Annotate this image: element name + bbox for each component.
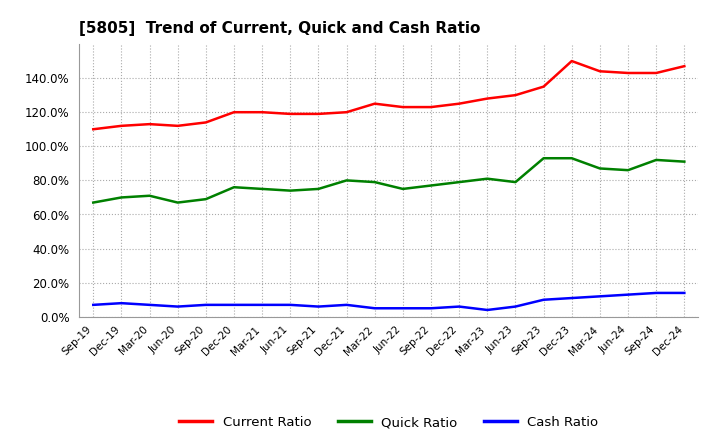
Cash Ratio (539, 297, 548, 302)
Quick Ratio (230, 185, 238, 190)
Quick Ratio (455, 180, 464, 185)
Cash Ratio (117, 301, 126, 306)
Cash Ratio (652, 290, 660, 296)
Cash Ratio (174, 304, 182, 309)
Cash Ratio (258, 302, 266, 308)
Cash Ratio (370, 306, 379, 311)
Current Ratio (680, 63, 688, 69)
Current Ratio (483, 96, 492, 101)
Current Ratio (145, 121, 154, 127)
Text: [5805]  Trend of Current, Quick and Cash Ratio: [5805] Trend of Current, Quick and Cash … (79, 21, 480, 36)
Current Ratio (314, 111, 323, 117)
Current Ratio (399, 104, 408, 110)
Quick Ratio (511, 180, 520, 185)
Quick Ratio (539, 156, 548, 161)
Cash Ratio (89, 302, 98, 308)
Current Ratio (117, 123, 126, 128)
Legend: Current Ratio, Quick Ratio, Cash Ratio: Current Ratio, Quick Ratio, Cash Ratio (174, 411, 604, 435)
Current Ratio (511, 92, 520, 98)
Quick Ratio (483, 176, 492, 181)
Cash Ratio (427, 306, 436, 311)
Cash Ratio (314, 304, 323, 309)
Cash Ratio (145, 302, 154, 308)
Quick Ratio (595, 166, 604, 171)
Quick Ratio (314, 186, 323, 191)
Current Ratio (89, 127, 98, 132)
Current Ratio (342, 110, 351, 115)
Cash Ratio (567, 295, 576, 301)
Current Ratio (258, 110, 266, 115)
Cash Ratio (455, 304, 464, 309)
Cash Ratio (511, 304, 520, 309)
Current Ratio (230, 110, 238, 115)
Quick Ratio (202, 197, 210, 202)
Quick Ratio (427, 183, 436, 188)
Cash Ratio (680, 290, 688, 296)
Current Ratio (174, 123, 182, 128)
Quick Ratio (89, 200, 98, 205)
Current Ratio (370, 101, 379, 106)
Line: Current Ratio: Current Ratio (94, 61, 684, 129)
Quick Ratio (286, 188, 294, 193)
Quick Ratio (370, 180, 379, 185)
Quick Ratio (258, 186, 266, 191)
Quick Ratio (342, 178, 351, 183)
Cash Ratio (202, 302, 210, 308)
Current Ratio (567, 59, 576, 64)
Cash Ratio (483, 307, 492, 312)
Current Ratio (427, 104, 436, 110)
Cash Ratio (286, 302, 294, 308)
Quick Ratio (117, 195, 126, 200)
Line: Cash Ratio: Cash Ratio (94, 293, 684, 310)
Quick Ratio (567, 156, 576, 161)
Current Ratio (539, 84, 548, 89)
Quick Ratio (174, 200, 182, 205)
Quick Ratio (680, 159, 688, 164)
Quick Ratio (399, 186, 408, 191)
Line: Quick Ratio: Quick Ratio (94, 158, 684, 202)
Quick Ratio (652, 157, 660, 162)
Cash Ratio (230, 302, 238, 308)
Quick Ratio (145, 193, 154, 198)
Current Ratio (202, 120, 210, 125)
Current Ratio (455, 101, 464, 106)
Cash Ratio (595, 294, 604, 299)
Cash Ratio (399, 306, 408, 311)
Current Ratio (624, 70, 632, 76)
Current Ratio (652, 70, 660, 76)
Current Ratio (595, 69, 604, 74)
Cash Ratio (342, 302, 351, 308)
Cash Ratio (624, 292, 632, 297)
Quick Ratio (624, 168, 632, 173)
Current Ratio (286, 111, 294, 117)
